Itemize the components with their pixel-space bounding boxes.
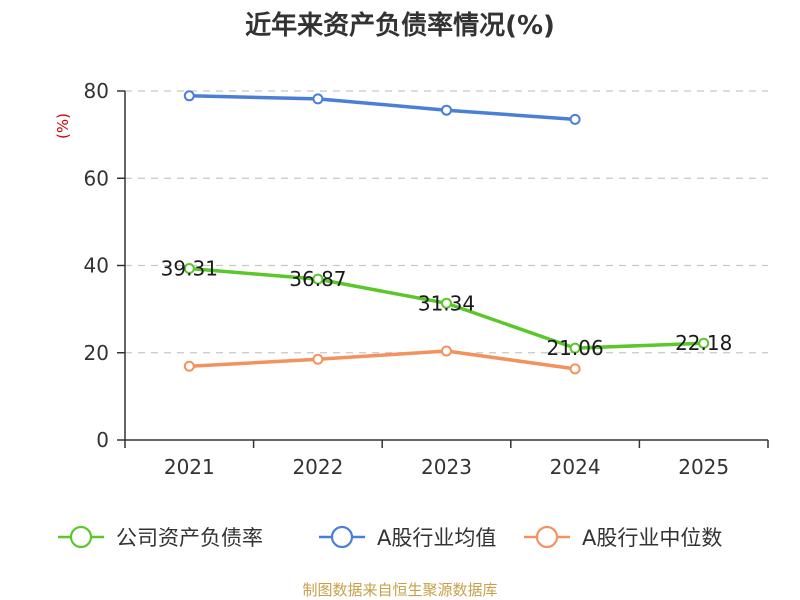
y-tick-label: 80 <box>84 79 109 103</box>
legend-item-1[interactable]: A股行业均值 <box>319 525 496 550</box>
data-point[interactable] <box>183 263 195 275</box>
data-label: 31.34 <box>418 291 475 315</box>
legend-label: A股行业中位数 <box>582 526 722 550</box>
legend-marker-icon <box>69 525 93 549</box>
data-point[interactable] <box>183 360 195 372</box>
legend-item-0[interactable]: 公司资产负债率 <box>58 525 263 550</box>
axes: 0 20 40 60 80 2021 2022 2023 2024 2025 <box>84 79 769 479</box>
data-labels: 39.31 36.87 31.34 21.06 22.18 <box>161 257 733 361</box>
series-1 <box>183 90 581 125</box>
data-point[interactable] <box>441 104 452 116</box>
data-label: 21.06 <box>546 336 603 360</box>
data-label: 36.87 <box>289 267 346 291</box>
data-point[interactable] <box>698 337 710 349</box>
legend-marker-icon <box>330 525 354 549</box>
series-2 <box>183 345 581 375</box>
x-tick-label: 2025 <box>678 455 729 479</box>
data-point[interactable] <box>441 297 452 309</box>
chart-title: 近年来资产负债率情况(%) <box>245 10 555 41</box>
series-line <box>189 349 576 371</box>
x-tick-label: 2022 <box>292 455 343 479</box>
legend-label: A股行业均值 <box>377 526 496 550</box>
y-tick-label: 20 <box>84 341 109 365</box>
data-point[interactable] <box>312 353 324 365</box>
legend: 公司资产负债率 A股行业均值 A股行业中位数 <box>58 525 722 550</box>
legend-label: 公司资产负债率 <box>116 526 263 550</box>
data-point[interactable] <box>183 90 195 102</box>
y-tick-label: 60 <box>84 166 109 190</box>
y-axis-label: (%) <box>54 113 72 139</box>
data-point[interactable] <box>569 363 581 375</box>
data-point[interactable] <box>569 342 581 354</box>
series-lines <box>183 90 710 375</box>
x-tick-label: 2021 <box>164 455 215 479</box>
data-label: 22.18 <box>675 331 732 355</box>
series-0 <box>183 263 710 354</box>
data-point[interactable] <box>569 113 581 125</box>
grid-lines <box>125 90 768 354</box>
x-tick-label: 2024 <box>550 455 601 479</box>
data-point[interactable] <box>312 93 324 105</box>
source-note: 制图数据来自恒生聚源数据库 <box>302 581 497 599</box>
legend-marker-icon <box>535 525 559 549</box>
x-tick-label: 2023 <box>421 455 472 479</box>
y-tick-label: 0 <box>96 428 109 452</box>
data-point[interactable] <box>312 273 324 285</box>
legend-item-2[interactable]: A股行业中位数 <box>524 525 722 550</box>
y-tick-label: 40 <box>84 254 109 278</box>
data-point[interactable] <box>441 345 452 357</box>
series-line <box>189 94 576 122</box>
data-label: 39.31 <box>161 257 218 281</box>
